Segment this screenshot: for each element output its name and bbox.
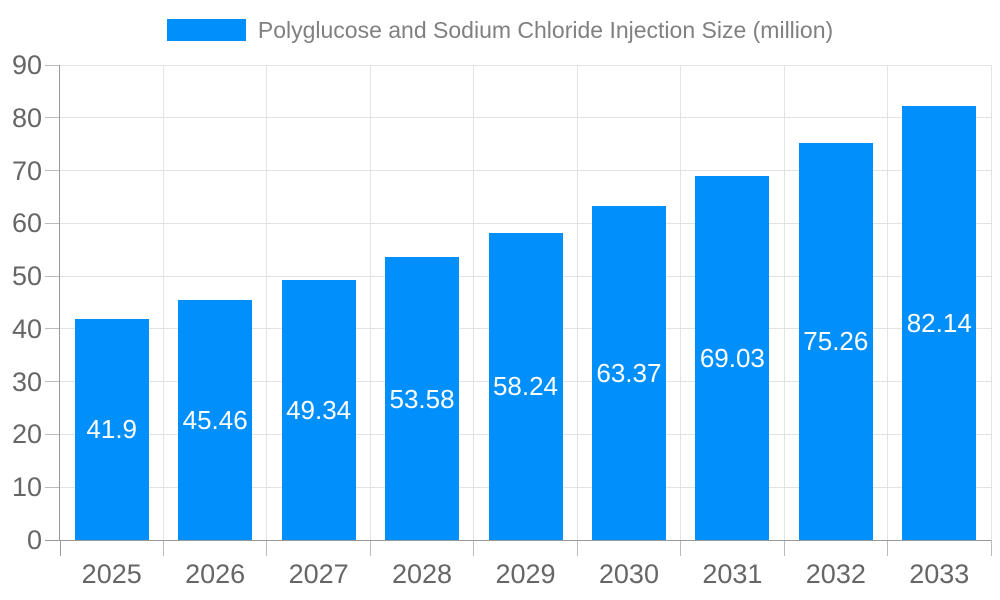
- h-gridline: [60, 64, 991, 66]
- h-gridline: [60, 222, 991, 224]
- bar-2031[interactable]: [695, 175, 770, 540]
- y-axis-label: 70: [11, 155, 42, 186]
- bar-2026[interactable]: [178, 300, 253, 540]
- y-axis-label: 30: [11, 366, 42, 397]
- bar-value-label: 41.9: [86, 414, 138, 445]
- bar-value-label: 75.26: [803, 326, 869, 357]
- bar-value-label: 82.14: [906, 308, 972, 339]
- x-axis-tick: [266, 540, 268, 556]
- x-axis-label: 2031: [702, 559, 763, 589]
- legend-swatch-icon: [166, 19, 246, 41]
- x-axis-tick: [162, 540, 164, 556]
- x-axis-label: 2025: [81, 559, 142, 589]
- bar-value-label: 69.03: [699, 342, 765, 373]
- x-axis-label: 2030: [598, 559, 659, 589]
- bar-2030[interactable]: [591, 205, 666, 540]
- bar-2029[interactable]: [488, 232, 563, 540]
- bar-2028[interactable]: [385, 257, 460, 540]
- x-axis-label: 2029: [495, 559, 556, 589]
- bar-value-label: 45.46: [182, 405, 248, 436]
- h-gridline: [60, 117, 991, 119]
- y-axis-label: 60: [11, 208, 42, 239]
- y-axis-tick: [45, 64, 60, 66]
- bar-2032[interactable]: [798, 142, 873, 540]
- v-gridline: [783, 65, 785, 540]
- x-axis-tick: [783, 540, 785, 556]
- x-axis-tick: [680, 540, 682, 556]
- y-axis-tick: [45, 328, 60, 330]
- bar-value-label: 53.58: [389, 383, 455, 414]
- y-axis-line: [59, 65, 60, 540]
- x-axis-tick: [59, 540, 61, 556]
- y-axis-tick: [45, 433, 60, 435]
- x-axis-label: 2028: [392, 559, 453, 589]
- y-axis-label: 0: [26, 525, 42, 555]
- bar-2027[interactable]: [281, 279, 356, 540]
- y-axis-tick: [45, 381, 60, 383]
- x-axis-label: 2027: [288, 559, 349, 589]
- bar-value-label: 49.34: [286, 394, 352, 425]
- v-gridline: [576, 65, 578, 540]
- bar-value-label: 58.24: [492, 371, 559, 402]
- y-axis-label: 50: [11, 261, 42, 292]
- v-gridline: [680, 65, 682, 540]
- v-gridline: [473, 65, 475, 540]
- y-axis-label: 90: [11, 50, 42, 80]
- h-gridline: [60, 170, 991, 172]
- y-axis-tick: [45, 486, 60, 488]
- y-axis-tick: [45, 222, 60, 224]
- y-axis-label: 40: [11, 313, 42, 344]
- v-gridline: [266, 65, 268, 540]
- v-gridline: [990, 65, 992, 540]
- chart-legend[interactable]: Polyglucose and Sodium Chloride Injectio…: [0, 17, 1000, 43]
- y-axis-tick: [45, 275, 60, 277]
- bar-2025[interactable]: [74, 318, 149, 540]
- y-axis-label: 10: [11, 472, 42, 503]
- x-axis-line: [45, 539, 991, 541]
- x-axis-tick: [990, 540, 992, 556]
- x-axis-tick: [576, 540, 578, 556]
- bar-2033[interactable]: [902, 106, 977, 540]
- x-axis-tick: [887, 540, 889, 556]
- legend-label: Polyglucose and Sodium Chloride Injectio…: [257, 17, 834, 43]
- v-gridline: [887, 65, 889, 540]
- y-axis-tick: [45, 117, 60, 119]
- y-axis-tick: [45, 170, 60, 172]
- x-axis-label: 2026: [185, 559, 246, 589]
- x-axis-tick: [369, 540, 371, 556]
- x-axis-label: 2032: [805, 559, 866, 589]
- x-axis-label: 2033: [909, 559, 970, 589]
- y-axis-label: 20: [11, 419, 42, 450]
- y-axis-label: 80: [11, 102, 42, 133]
- v-gridline: [369, 65, 371, 540]
- bar-value-label: 63.37: [596, 357, 662, 388]
- v-gridline: [162, 65, 164, 540]
- x-axis-tick: [473, 540, 475, 556]
